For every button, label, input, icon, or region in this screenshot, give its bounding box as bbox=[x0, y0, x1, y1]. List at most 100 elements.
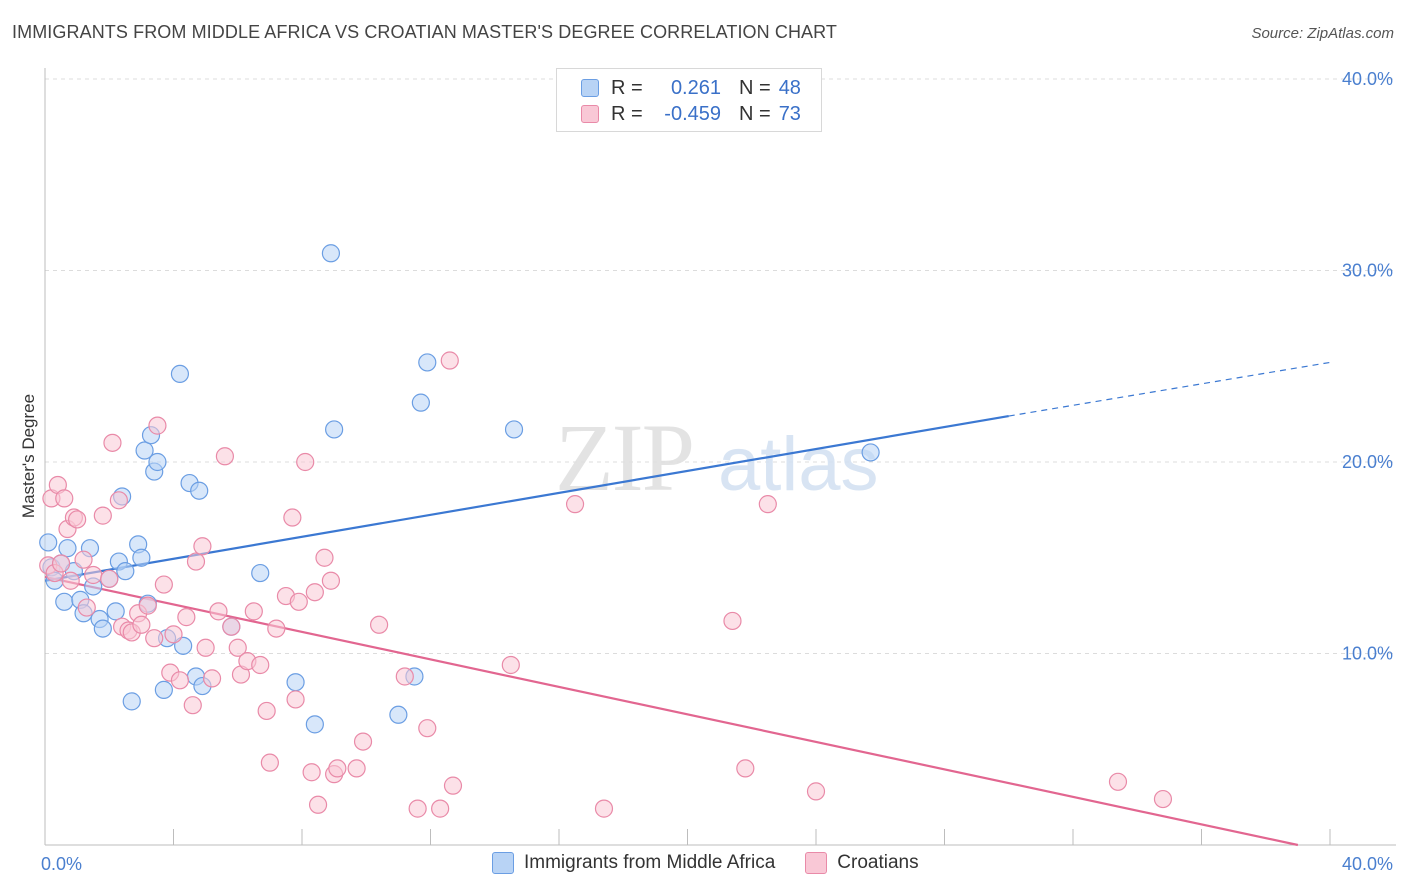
point-croatians bbox=[286, 690, 305, 709]
point-croatians bbox=[267, 619, 286, 638]
point-croatians bbox=[443, 776, 463, 795]
legend-r-value: 0.261 bbox=[670, 76, 721, 99]
point-immigrants bbox=[861, 443, 880, 462]
point-immigrants bbox=[190, 481, 209, 500]
point-croatians bbox=[202, 669, 222, 688]
grid-lines bbox=[45, 78, 1396, 654]
series-legend: Immigrants from Middle Africa Croatians bbox=[492, 852, 949, 874]
point-immigrants bbox=[170, 364, 190, 384]
point-croatians bbox=[196, 638, 215, 657]
stats-legend: R = 0.261 N = 48 R = -0.459 N = 73 bbox=[556, 68, 822, 132]
point-immigrants bbox=[286, 673, 305, 692]
point-croatians bbox=[431, 799, 450, 818]
source-label: Source: ZipAtlas.com bbox=[1251, 25, 1394, 42]
point-immigrants bbox=[305, 715, 324, 734]
legend-swatch-pink bbox=[581, 105, 599, 123]
point-croatians bbox=[321, 571, 341, 590]
point-croatians bbox=[501, 655, 520, 675]
series-croatians-points bbox=[39, 351, 1173, 818]
trend-line-immigrants-extension bbox=[1008, 361, 1331, 417]
point-croatians bbox=[440, 351, 459, 370]
point-immigrants bbox=[389, 705, 408, 724]
legend-row-croatians: R = -0.459 N = 73 bbox=[581, 102, 801, 126]
point-croatians bbox=[177, 608, 196, 627]
point-croatians bbox=[145, 629, 164, 648]
point-croatians bbox=[209, 602, 228, 621]
point-croatians bbox=[308, 795, 328, 814]
point-croatians bbox=[93, 506, 112, 525]
point-croatians bbox=[100, 569, 119, 588]
legend-n-value: 73 bbox=[778, 102, 801, 125]
legend-item-croatians[interactable]: Croatians bbox=[805, 852, 919, 874]
legend-r-label: R = bbox=[611, 102, 643, 125]
point-immigrants bbox=[504, 420, 524, 439]
point-croatians bbox=[148, 416, 167, 435]
point-croatians bbox=[109, 491, 128, 510]
point-croatians bbox=[1108, 772, 1128, 791]
point-croatians bbox=[257, 701, 276, 721]
point-croatians bbox=[328, 759, 347, 778]
legend-swatch-blue bbox=[492, 852, 514, 874]
point-croatians bbox=[296, 452, 315, 472]
point-croatians bbox=[132, 615, 151, 634]
point-croatians bbox=[260, 753, 279, 772]
point-immigrants bbox=[39, 533, 58, 552]
point-croatians bbox=[170, 671, 190, 690]
point-croatians bbox=[353, 732, 373, 751]
point-croatians bbox=[103, 433, 122, 452]
point-croatians bbox=[222, 617, 241, 636]
point-immigrants bbox=[93, 619, 112, 638]
legend-swatch-pink bbox=[805, 852, 828, 874]
point-croatians bbox=[758, 495, 777, 514]
y-tick-label: 40.0% bbox=[1342, 69, 1393, 89]
chart-title: IMMIGRANTS FROM MIDDLE AFRICA VS CROATIA… bbox=[12, 22, 838, 42]
point-immigrants bbox=[55, 592, 74, 611]
point-croatians bbox=[154, 575, 173, 594]
y-tick-label: 10.0% bbox=[1342, 644, 1393, 664]
watermark: ZIP atlas bbox=[555, 404, 879, 511]
point-immigrants bbox=[325, 420, 344, 439]
point-croatians bbox=[164, 625, 183, 644]
legend-swatch-blue bbox=[581, 79, 599, 97]
point-croatians bbox=[370, 615, 389, 634]
point-immigrants bbox=[251, 563, 270, 583]
point-croatians bbox=[186, 552, 206, 571]
point-croatians bbox=[51, 554, 71, 573]
y-axis-label: Master's Degree bbox=[19, 394, 38, 518]
axes bbox=[44, 68, 1396, 846]
point-immigrants bbox=[418, 353, 437, 372]
tick-labels: 10.0% 20.0% 30.0% 40.0% 0.0% 40.0% bbox=[41, 69, 1393, 874]
point-croatians bbox=[395, 667, 414, 686]
point-croatians bbox=[347, 759, 366, 778]
point-croatians bbox=[68, 510, 87, 529]
x-tick-label: 0.0% bbox=[41, 854, 82, 874]
legend-n-label: N = bbox=[739, 76, 771, 99]
legend-label-immigrants: Immigrants from Middle Africa bbox=[524, 852, 776, 873]
legend-r-value: -0.459 bbox=[664, 102, 721, 125]
trend-line-croatians bbox=[44, 575, 1299, 847]
watermark-atlas: atlas bbox=[718, 422, 879, 507]
x-tick-label: 40.0% bbox=[1342, 854, 1393, 874]
point-croatians bbox=[228, 638, 247, 657]
point-immigrants bbox=[411, 393, 430, 412]
series-immigrants-points bbox=[39, 244, 880, 734]
point-croatians bbox=[1153, 789, 1173, 809]
point-croatians bbox=[302, 763, 321, 782]
point-croatians bbox=[806, 782, 826, 801]
point-croatians bbox=[289, 592, 308, 611]
point-croatians bbox=[244, 602, 263, 621]
point-croatians bbox=[736, 759, 755, 778]
legend-item-immigrants[interactable]: Immigrants from Middle Africa bbox=[492, 852, 775, 874]
point-croatians bbox=[251, 655, 270, 675]
legend-row-immigrants: R = 0.261 N = 48 bbox=[581, 76, 801, 100]
point-immigrants bbox=[106, 602, 125, 621]
y-tick-label: 30.0% bbox=[1342, 261, 1393, 281]
point-croatians bbox=[315, 548, 334, 567]
point-immigrants bbox=[321, 244, 341, 263]
point-croatians bbox=[55, 489, 74, 508]
watermark-zip: ZIP bbox=[555, 404, 693, 511]
legend-n-value: 48 bbox=[778, 76, 801, 99]
point-immigrants bbox=[58, 539, 77, 558]
point-croatians bbox=[61, 571, 80, 590]
